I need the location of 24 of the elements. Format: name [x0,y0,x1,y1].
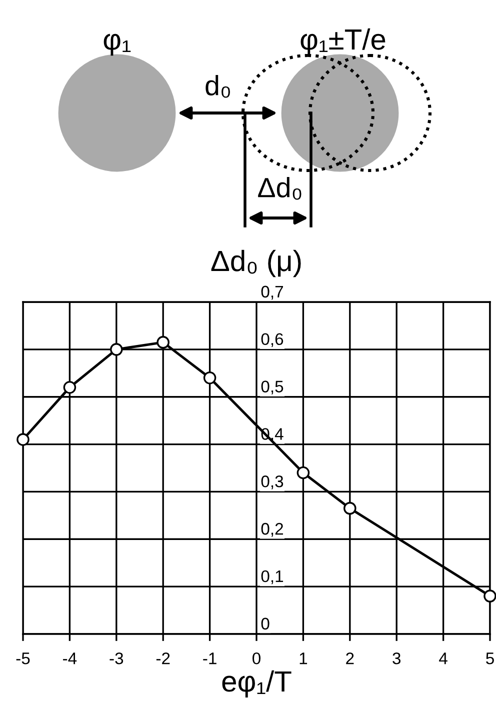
y-tick-label: 0,2 [261,522,283,537]
x-axis-title: eφ₁/T [222,670,292,698]
x-tick-label: -3 [110,652,124,664]
x-tick-label: 5 [486,652,494,664]
x-tick-label: 0 [252,652,260,664]
y-tick-label: 0,1 [261,570,284,584]
text: φ₁±T/e [300,28,386,56]
y-tick-label: 0,7 [261,286,283,300]
x-tick-label: -5 [16,652,30,664]
x-tick-label: 2 [346,652,354,664]
x-tick-label: -1 [203,652,216,664]
y-tick-label: 0,5 [261,380,284,394]
y-tick-label: 0,6 [261,333,284,347]
y-tick-label: 0 [261,618,270,630]
y-tick-label: 0,3 [261,476,284,490]
x-tick-label: -2 [156,652,170,664]
x-tick-label: 1 [300,652,308,664]
x-tick-label: -4 [63,652,77,664]
x-tick-label: 4 [439,652,448,664]
x-tick-label: 3 [392,652,400,664]
text: φ₁ [104,34,131,56]
y-axis-title: Δd₀ (μ) [211,250,301,278]
text: Δd₀ [258,177,302,200]
text: d₀ [206,75,230,98]
